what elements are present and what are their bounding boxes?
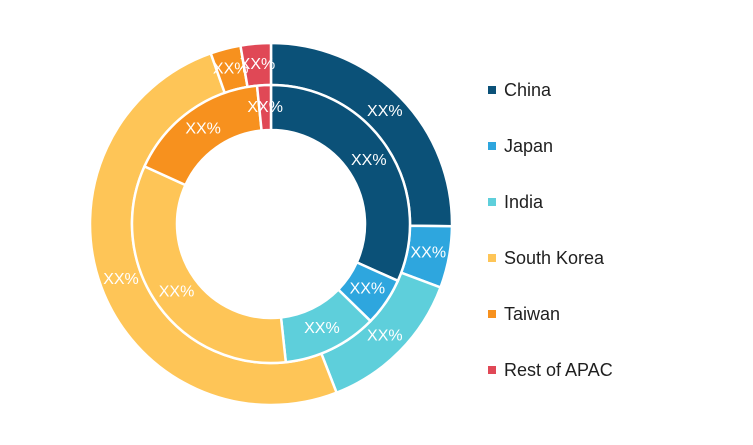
data-labels: XX%XX%XX%XX%XX%XX%XX%XX%XX%XX%XX%XX%: [103, 56, 446, 345]
inner-data-label: XX%: [159, 283, 195, 300]
inner-slice-china: [269, 83, 412, 283]
legend-label: South Korea: [504, 247, 605, 268]
outer-data-label: XX%: [213, 60, 249, 77]
legend-label: India: [504, 191, 544, 212]
inner-data-label: XX%: [185, 121, 221, 138]
legend-swatch: [488, 142, 496, 150]
outer-data-label: XX%: [367, 103, 403, 120]
legend-item-south-korea: South Korea: [488, 230, 604, 286]
outer-data-label: XX%: [240, 56, 276, 73]
legend-label: Rest of APAC: [504, 359, 613, 380]
legend-swatch: [488, 198, 496, 206]
inner-data-label: XX%: [351, 152, 387, 169]
inner-ring: [130, 83, 412, 365]
inner-data-label: XX%: [350, 281, 386, 298]
donut-chart: XX%XX%XX%XX%XX%XX%XX%XX%XX%XX%XX%XX%: [88, 41, 454, 407]
inner-data-label: XX%: [304, 320, 340, 337]
legend-item-india: India: [488, 174, 543, 230]
legend-swatch: [488, 366, 496, 374]
outer-data-label: XX%: [367, 328, 403, 345]
legend-label: Japan: [504, 135, 554, 156]
inner-slice-rest-of-apac: [255, 83, 273, 132]
legend-label: China: [504, 79, 552, 100]
legend-item-japan: Japan: [488, 118, 553, 174]
legend-item-rest-of-apac: Rest of APAC: [488, 342, 613, 398]
legend-label: Taiwan: [504, 303, 561, 324]
legend-item-taiwan: Taiwan: [488, 286, 560, 342]
inner-slice-south-korea: [130, 164, 288, 365]
outer-data-label: XX%: [410, 245, 446, 262]
outer-data-label: XX%: [103, 271, 139, 288]
legend-item-china: China: [488, 62, 551, 118]
legend-swatch: [488, 254, 496, 262]
legend-swatch: [488, 310, 496, 318]
inner-data-label: XX%: [247, 99, 283, 116]
legend-swatch: [488, 86, 496, 94]
